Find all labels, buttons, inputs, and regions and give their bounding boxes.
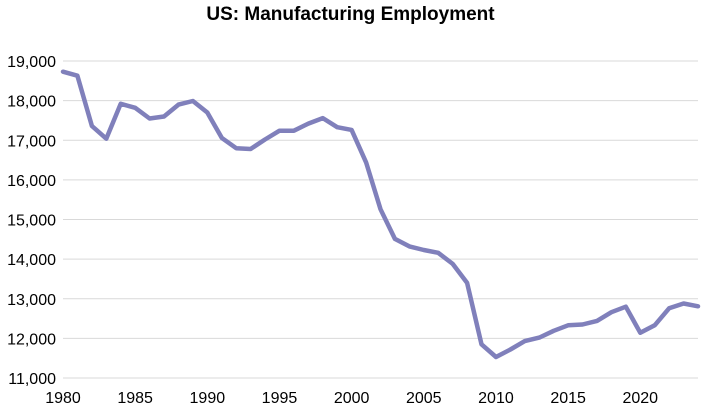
x-tick-label: 1995 [262, 390, 298, 407]
y-tick-label: 17,000 [7, 133, 56, 150]
y-tick-label: 14,000 [7, 252, 56, 269]
chart-title: US: Manufacturing Employment [206, 4, 495, 25]
series-line-group [60, 69, 701, 360]
y-tick-label: 19,000 [7, 54, 56, 71]
x-tick-label: 2000 [334, 390, 370, 407]
y-tick-label: 18,000 [7, 94, 56, 111]
y-tick-label: 12,000 [7, 331, 56, 348]
x-tick-label: 2020 [622, 390, 658, 407]
x-tick-label: 2005 [406, 390, 442, 407]
series-line [60, 69, 701, 360]
x-tick-label: 2010 [478, 390, 514, 407]
x-tick-label: 1980 [45, 390, 81, 407]
y-tick-label: 11,000 [8, 371, 56, 388]
x-axis-ticks: 1980 1985 1990 1995 2000 2005 2010 2015 2020 [45, 390, 658, 407]
x-tick-label: 2015 [550, 390, 586, 407]
x-tick-label: 1985 [117, 390, 153, 407]
y-tick-label: 15,000 [7, 213, 56, 230]
y-tick-label: 13,000 [7, 292, 56, 309]
gridlines [63, 60, 698, 379]
x-tick-label: 1990 [190, 390, 226, 407]
y-axis-ticks: 11,000 12,000 13,000 14,000 15,000 16,000 17,0… [7, 54, 56, 388]
y-tick-label: 16,000 [7, 173, 56, 190]
